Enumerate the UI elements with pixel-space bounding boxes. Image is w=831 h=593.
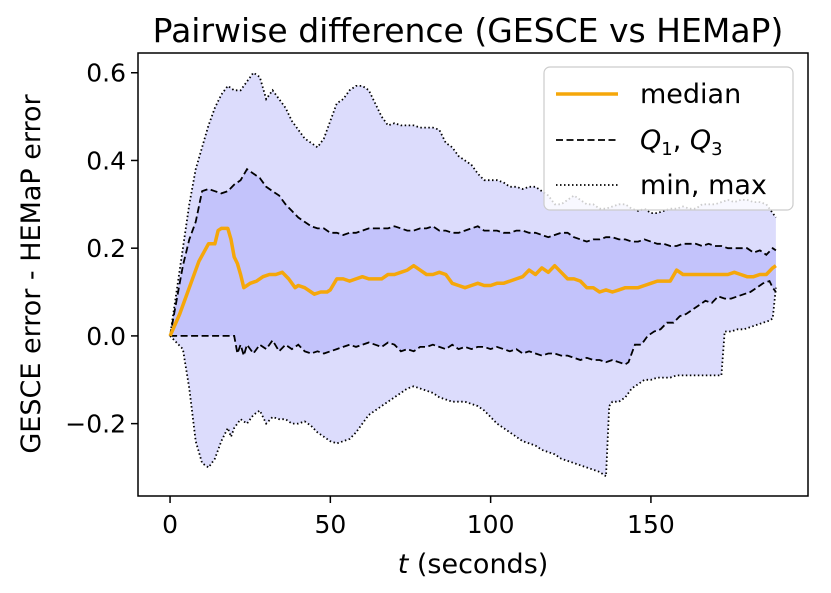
interquartile-band xyxy=(170,169,776,365)
y-tick-label: 0.0 xyxy=(86,322,126,351)
x-tick-label: 0 xyxy=(162,510,178,539)
legend-q1-subscript: 1 xyxy=(661,139,672,160)
y-tick-label: 0.4 xyxy=(86,146,126,175)
y-tick-label: −0.2 xyxy=(65,410,126,439)
plot-area xyxy=(168,71,777,478)
x-axis-label: t (seconds) xyxy=(398,549,549,580)
q3-line xyxy=(169,167,777,337)
x-axis-label-unit: (seconds) xyxy=(408,549,548,580)
axes-frame xyxy=(137,52,809,497)
y-axis-label: GESCE error - HEMaP error xyxy=(16,93,47,453)
legend: median Q1, Q3 min, max xyxy=(543,66,794,211)
legend-q1-symbol: Q xyxy=(640,125,661,156)
y-axis: −0.2 0.0 0.2 0.4 0.6 xyxy=(65,59,138,439)
median-line xyxy=(168,226,777,337)
x-tick-label: 150 xyxy=(627,510,675,539)
x-axis: 0 50 100 150 xyxy=(162,496,675,539)
y-tick-label: 0.6 xyxy=(86,59,126,88)
q1-line xyxy=(170,279,777,366)
legend-quartile-label: Q1, Q3 xyxy=(640,125,723,160)
x-tick-label: 100 xyxy=(467,510,515,539)
y-tick-label: 0.2 xyxy=(86,234,126,263)
chart-title: Pairwise difference (GESCE vs HEMaP) xyxy=(153,11,784,50)
legend-median-label: median xyxy=(640,79,741,110)
legend-q3-subscript: 3 xyxy=(711,139,722,160)
legend-q3-symbol: Q xyxy=(690,125,711,156)
legend-comma: , xyxy=(673,125,690,156)
min-line xyxy=(169,287,777,478)
x-tick-label: 50 xyxy=(314,510,346,539)
x-axis-label-variable: t xyxy=(398,549,410,580)
legend-box xyxy=(543,66,794,211)
legend-minmax-label: min, max xyxy=(640,170,767,201)
